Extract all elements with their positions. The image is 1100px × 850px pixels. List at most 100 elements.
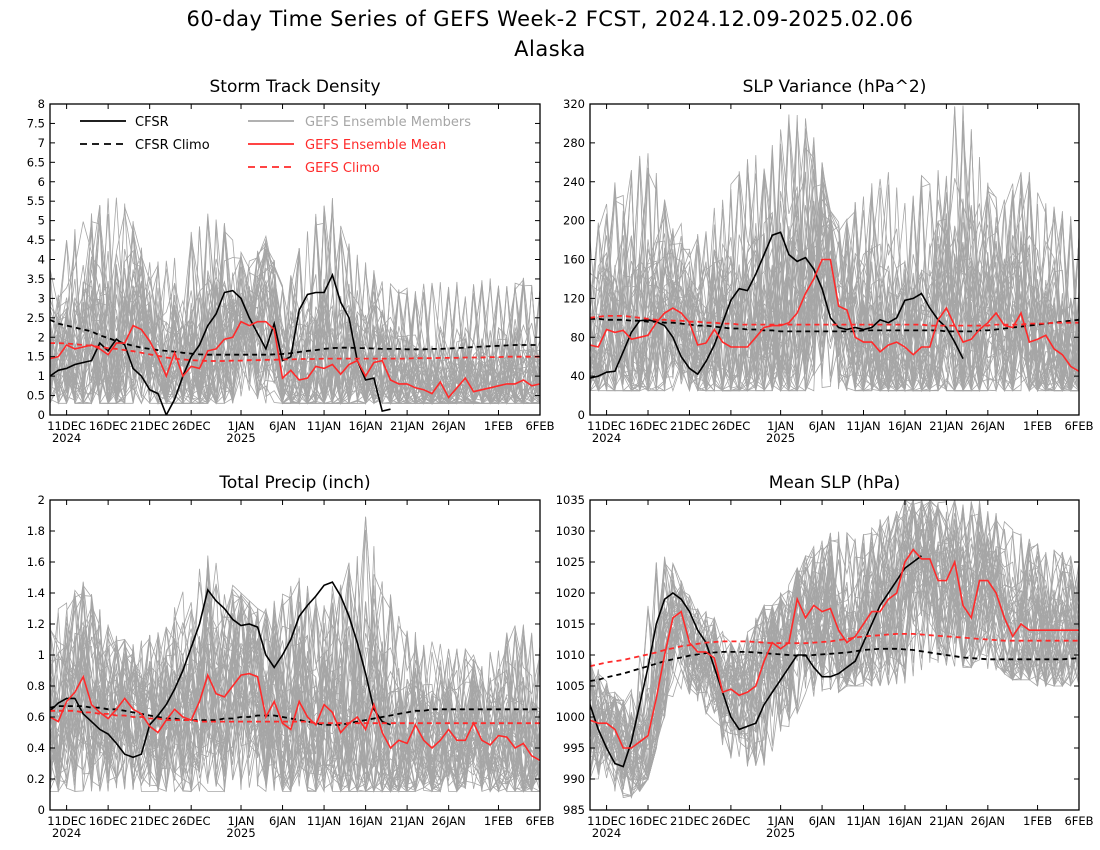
series-line-ens_mean <box>590 548 1079 749</box>
x-tick-label: 21DEC <box>130 814 169 828</box>
x-tick-label: 21DEC <box>670 814 709 828</box>
ensemble-member-line <box>590 170 1079 391</box>
x-tick-label: 16JAN <box>348 419 382 433</box>
y-tick-label: 1005 <box>556 679 585 693</box>
y-tick-label: 2 <box>38 493 45 507</box>
ensemble-member-line <box>50 601 540 792</box>
x-tick-label: 26JAN <box>971 814 1005 828</box>
series-line-cfsr <box>50 581 391 759</box>
y-tick-label: 160 <box>563 253 585 267</box>
x-tick-label: 16DEC <box>89 419 128 433</box>
y-tick-label: 4 <box>38 253 45 267</box>
x-tick-label: 16JAN <box>348 814 382 828</box>
y-tick-label: 0.2 <box>27 772 45 786</box>
panel-title: Mean SLP (hPa) <box>769 473 901 493</box>
x-tick-label: 11JAN <box>307 419 341 433</box>
x-tick-label: 1FEB <box>1023 419 1052 433</box>
ensemble-member-line <box>50 217 540 405</box>
legend-label-gefs_climo: GEFS Climo <box>305 161 380 176</box>
y-tick-label: 2 <box>38 330 45 344</box>
ensemble-member-line <box>590 528 1079 780</box>
title-block: 60-day Time Series of GEFS Week-2 FCST, … <box>0 4 1100 64</box>
y-tick-label: 1000 <box>556 710 585 724</box>
x-tick-year-label: 2024 <box>52 431 81 445</box>
ensemble-member-line <box>50 586 540 788</box>
ensemble-member-line <box>50 247 540 405</box>
y-tick-label: 7 <box>38 136 45 150</box>
ensemble-member-line <box>590 121 1079 392</box>
series-line-cfsr_climo <box>590 317 1079 333</box>
y-tick-label: 5 <box>38 214 45 228</box>
y-tick-label: 1 <box>38 648 45 662</box>
y-tick-label: 985 <box>563 803 585 817</box>
ensemble-member-line <box>50 609 540 793</box>
x-tick-label: 16JAN <box>888 814 922 828</box>
x-tick-label: 21JAN <box>929 814 963 828</box>
legend-label-ens_mean: GEFS Ensemble Mean <box>305 138 446 153</box>
series-line-gefs_climo <box>590 633 1079 668</box>
figure-title: 60-day Time Series of GEFS Week-2 FCST, … <box>186 7 914 31</box>
series-line-gefs_climo <box>590 314 1079 327</box>
x-tick-label: 6FEB <box>1064 419 1093 433</box>
x-tick-label: 1FEB <box>1023 814 1052 828</box>
series-line-ens_mean <box>50 672 540 762</box>
ensemble-member-line <box>50 197 540 405</box>
x-tick-label: 21DEC <box>670 419 709 433</box>
y-tick-label: 1.6 <box>27 555 45 569</box>
y-tick-label: 6 <box>38 175 45 189</box>
ensemble-member-line <box>50 267 540 405</box>
y-tick-label: 5.5 <box>27 194 45 208</box>
y-tick-label: 40 <box>570 369 585 383</box>
x-tick-label: 1JAN <box>228 419 255 433</box>
x-tick-label: 6JAN <box>809 419 836 433</box>
ensemble-member-line <box>590 515 1079 765</box>
x-tick-label: 11JAN <box>846 419 880 433</box>
x-tick-label: 6JAN <box>269 419 296 433</box>
y-tick-label: 0.4 <box>27 741 45 755</box>
series-line-ens_mean <box>590 258 1079 372</box>
x-tick-label: 16DEC <box>629 814 668 828</box>
y-tick-label: 0 <box>578 408 585 422</box>
x-tick-year-label: 2024 <box>52 826 81 840</box>
x-tick-label: 21JAN <box>390 419 424 433</box>
y-tick-label: 1.8 <box>27 524 45 538</box>
y-tick-label: 1 <box>38 369 45 383</box>
ensemble-member-line <box>50 213 540 405</box>
x-tick-label: 6JAN <box>269 814 296 828</box>
x-tick-label: 21JAN <box>929 419 963 433</box>
x-tick-label: 21DEC <box>130 419 169 433</box>
x-tick-label: 11JAN <box>846 814 880 828</box>
x-tick-label: 26JAN <box>431 419 465 433</box>
x-tick-label: 16DEC <box>89 814 128 828</box>
ensemble-member-line <box>590 500 1079 780</box>
series-line-cfsr_climo <box>590 647 1079 682</box>
series-line-cfsr_climo <box>50 318 540 356</box>
ensemble-member-line <box>50 206 540 405</box>
y-tick-label: 1.2 <box>27 617 45 631</box>
ensemble-member-line <box>50 568 540 793</box>
panel-storm-track: 00.511.522.533.544.555.566.577.5811DEC20… <box>27 77 555 445</box>
y-tick-label: 120 <box>563 291 585 305</box>
x-tick-label: 1JAN <box>767 814 794 828</box>
x-tick-year-label: 2025 <box>226 826 255 840</box>
ensemble-member-line <box>590 156 1079 392</box>
plot-area <box>590 105 1079 393</box>
y-tick-label: 7.5 <box>27 116 45 130</box>
legend-label-cfsr: CFSR <box>135 115 169 130</box>
y-tick-label: 1025 <box>556 555 585 569</box>
x-tick-label: 1FEB <box>484 419 513 433</box>
y-tick-label: 200 <box>563 214 585 228</box>
x-tick-label: 1FEB <box>484 814 513 828</box>
plot-area <box>50 516 540 793</box>
panel-title: Storm Track Density <box>209 77 380 97</box>
y-tick-label: 3 <box>38 291 45 305</box>
x-tick-year-label: 2025 <box>766 826 795 840</box>
ensemble-member-line <box>590 500 1079 790</box>
x-tick-label: 6JAN <box>809 814 836 828</box>
y-tick-label: 3.5 <box>27 272 45 286</box>
series-line-ens_mean <box>50 320 540 399</box>
series-line-cfsr_climo <box>50 705 540 726</box>
y-tick-label: 1010 <box>556 648 585 662</box>
x-tick-label: 11JAN <box>307 814 341 828</box>
